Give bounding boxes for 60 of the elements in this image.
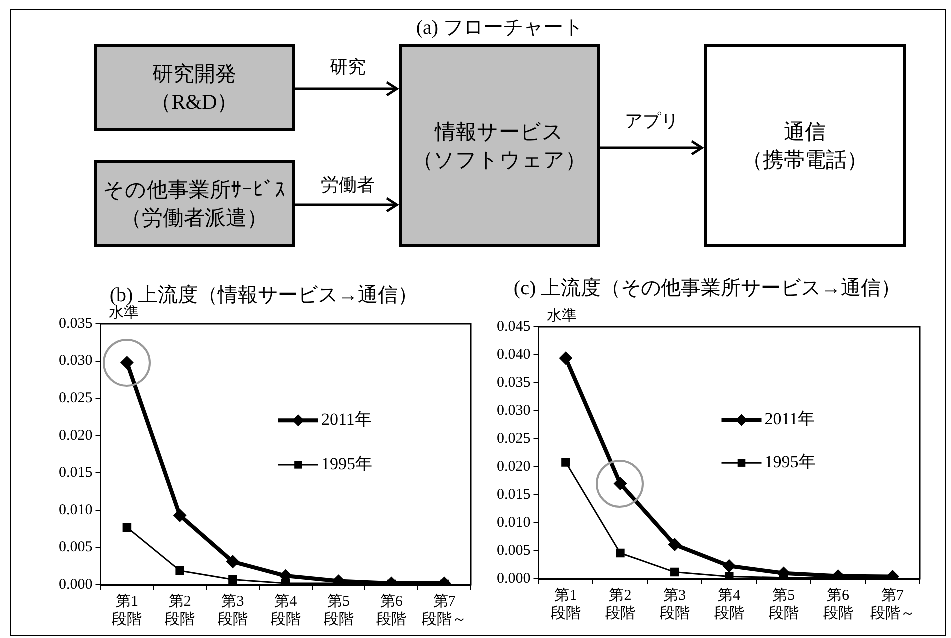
point (226, 555, 240, 568)
y-tick-label: 0.000 (59, 576, 93, 593)
chart-title: (c) 上流度（その他事業所サービス→通信） (514, 277, 902, 300)
x-tick-label: 第6 段階 (376, 592, 407, 628)
y-tick-label: 0.005 (497, 542, 531, 559)
chart-title: (b) 上流度（情報サービス→通信） (110, 284, 418, 306)
x-tick-label: 第2 段階 (165, 592, 196, 628)
y-tick-label: 0.020 (497, 458, 531, 475)
point (724, 572, 734, 579)
y-tick-label: 0.025 (59, 390, 93, 407)
point (616, 548, 625, 558)
x-tick-label: 第3 段階 (660, 586, 690, 622)
y-tick-label: 0.040 (497, 346, 531, 363)
y-axis-title: 水準 (546, 307, 577, 324)
x-tick-label: 第1 段階 (112, 592, 142, 628)
flow-box: 情報サービス （ソフトウェア） (399, 44, 600, 247)
x-tick-label: 第6 段階 (823, 586, 854, 622)
x-tick-label: 第7 段階～ (870, 586, 916, 622)
x-tick-label: 第4 段階 (270, 592, 301, 628)
flow-box: 通信 （携帯電話） (704, 44, 906, 247)
text: アプリ (625, 110, 679, 132)
y-tick-label: 0.035 (59, 316, 93, 332)
x-tick-label: 第5 段階 (324, 592, 354, 628)
point (670, 568, 680, 577)
point (176, 566, 184, 576)
y-tick-label: 0.015 (59, 465, 93, 482)
point (722, 560, 736, 573)
x-tick-label: 第4 段階 (714, 586, 744, 622)
x-tick-label: 第5 段階 (768, 586, 799, 622)
y-tick-label: 0.030 (59, 353, 93, 370)
point (228, 575, 238, 584)
x-tick-label: 第1 段階 (550, 586, 581, 622)
y-tick-label: 0.010 (497, 514, 531, 531)
y-tick-label: 0.030 (497, 402, 531, 419)
legend-label: 2011年 (321, 410, 372, 430)
y-tick-label: 0.045 (497, 318, 531, 335)
point (562, 458, 570, 467)
x-tick-label: 第3 段階 (218, 592, 248, 628)
point (174, 509, 187, 522)
y-tick-label: 0.020 (59, 428, 93, 444)
y-tick-label: 0.000 (497, 570, 531, 587)
text: 労働者 (321, 174, 375, 196)
flow-box: その他事業所ｻｰﾋﾞｽ （労働者派遣） (94, 160, 295, 247)
text: 研究 (330, 56, 366, 78)
point (668, 538, 682, 552)
y-axis-title: 水準 (108, 304, 139, 322)
point (122, 523, 132, 532)
flow-box: 研究開発 （R&D） (94, 44, 295, 131)
y-tick-label: 0.015 (497, 486, 531, 503)
x-tick-label: 第7 段階～ (422, 592, 468, 628)
y-tick-label: 0.010 (59, 502, 93, 518)
text: (a) フローチャート (416, 16, 584, 40)
legend-label: 1995年 (764, 452, 816, 472)
point (559, 352, 572, 365)
y-tick-label: 0.025 (497, 430, 531, 447)
x-tick-label: 第2 段階 (605, 586, 636, 622)
y-tick-label: 0.035 (497, 374, 531, 391)
legend-label: 1995年 (321, 454, 372, 474)
legend-label: 2011年 (764, 410, 816, 429)
y-tick-label: 0.005 (59, 540, 93, 556)
